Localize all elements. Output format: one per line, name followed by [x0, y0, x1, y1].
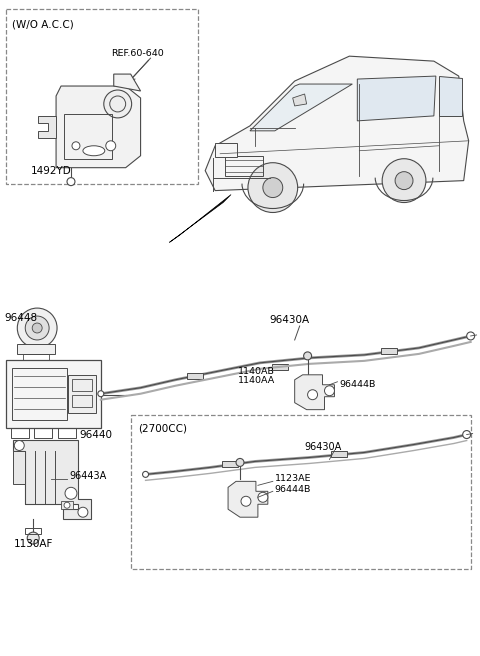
- Circle shape: [263, 178, 283, 197]
- Circle shape: [25, 316, 49, 340]
- Bar: [6, 9, 198, 184]
- Bar: [332, 451, 348, 457]
- Circle shape: [72, 142, 80, 150]
- Text: 1492YD: 1492YD: [31, 166, 72, 176]
- Bar: [72, 395, 92, 407]
- Bar: [225, 155, 263, 176]
- Circle shape: [248, 163, 298, 213]
- Circle shape: [467, 332, 475, 340]
- Bar: [17, 344, 55, 354]
- Circle shape: [236, 459, 244, 466]
- Text: (2700CC): (2700CC): [139, 424, 188, 434]
- Bar: [215, 143, 237, 157]
- Bar: [12, 368, 67, 420]
- Circle shape: [382, 159, 426, 203]
- Circle shape: [32, 323, 42, 333]
- Circle shape: [463, 430, 471, 438]
- Bar: [187, 373, 203, 379]
- Text: 96430A: 96430A: [305, 443, 342, 453]
- Bar: [6, 360, 101, 428]
- Circle shape: [258, 492, 268, 502]
- Text: 1140AB: 1140AB: [238, 367, 275, 377]
- Text: 96440: 96440: [79, 430, 112, 440]
- Bar: [381, 348, 397, 354]
- Bar: [58, 428, 76, 438]
- Bar: [68, 375, 96, 413]
- Circle shape: [27, 532, 39, 544]
- Circle shape: [106, 141, 116, 151]
- Polygon shape: [357, 76, 436, 121]
- Text: (W/O A.C.C): (W/O A.C.C): [12, 19, 74, 30]
- Polygon shape: [205, 56, 468, 191]
- Text: 1123AE: 1123AE: [275, 474, 312, 483]
- Circle shape: [308, 390, 318, 400]
- Polygon shape: [439, 76, 462, 116]
- Circle shape: [395, 172, 413, 190]
- Text: 96444B: 96444B: [339, 380, 376, 389]
- Circle shape: [143, 472, 148, 478]
- Bar: [61, 501, 73, 509]
- Circle shape: [14, 441, 24, 451]
- Circle shape: [241, 497, 251, 506]
- Bar: [272, 364, 288, 370]
- Polygon shape: [250, 84, 352, 131]
- Ellipse shape: [83, 146, 105, 155]
- Bar: [222, 461, 238, 468]
- Text: 96444B: 96444B: [275, 485, 311, 494]
- Bar: [72, 379, 92, 391]
- Circle shape: [78, 507, 88, 517]
- Text: 96443A: 96443A: [69, 472, 106, 482]
- Circle shape: [17, 308, 57, 348]
- Bar: [25, 528, 41, 534]
- Polygon shape: [295, 375, 335, 409]
- Circle shape: [104, 90, 132, 118]
- Circle shape: [67, 178, 75, 186]
- Polygon shape: [114, 74, 141, 91]
- Text: 1140AA: 1140AA: [238, 377, 275, 385]
- Bar: [34, 428, 52, 438]
- Text: 1130AF: 1130AF: [13, 539, 53, 549]
- Bar: [64, 114, 112, 159]
- Polygon shape: [293, 94, 307, 106]
- Polygon shape: [13, 440, 91, 519]
- Circle shape: [324, 386, 335, 396]
- Circle shape: [98, 391, 104, 397]
- Polygon shape: [38, 116, 56, 138]
- Polygon shape: [13, 451, 25, 484]
- Bar: [131, 415, 471, 569]
- Circle shape: [304, 352, 312, 360]
- Bar: [23, 354, 49, 360]
- Circle shape: [65, 487, 77, 499]
- Bar: [12, 428, 29, 438]
- Circle shape: [64, 502, 70, 508]
- Polygon shape: [228, 482, 268, 517]
- Polygon shape: [56, 86, 141, 168]
- Text: REF.60-640: REF.60-640: [111, 49, 164, 58]
- Text: 96448: 96448: [4, 313, 37, 323]
- Polygon shape: [169, 195, 231, 242]
- Text: 96430A: 96430A: [270, 315, 310, 325]
